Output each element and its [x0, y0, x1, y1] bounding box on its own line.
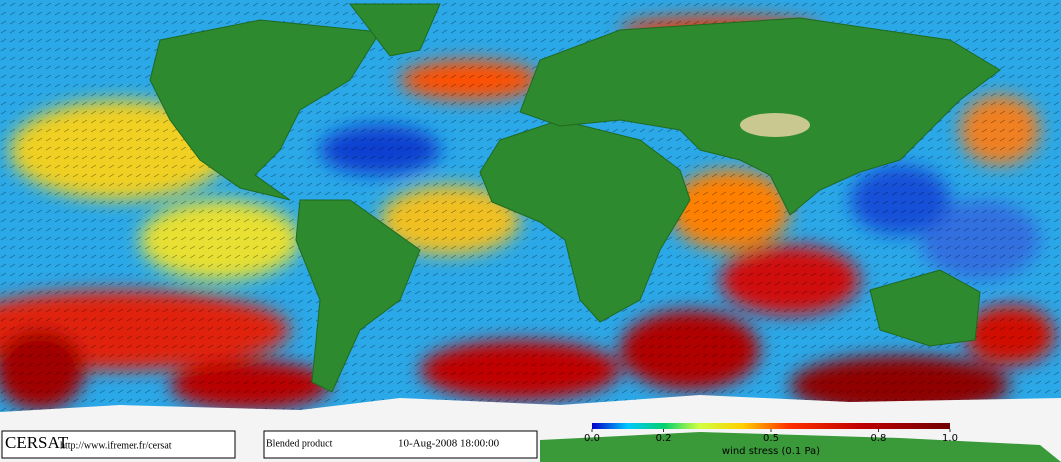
antarctica-land [540, 432, 1061, 462]
timestamp: 10-Aug-2008 18:00:00 [398, 438, 500, 450]
url: http://www.ifremer.fr/cersat [60, 440, 172, 451]
colorbar-ramp [592, 423, 950, 429]
colorbar-tick-label: 1.0 [942, 433, 958, 444]
colorbar-tick-label: 0.8 [870, 433, 886, 444]
product: Blended product [266, 438, 333, 449]
colorbar-tick-label: 0.5 [763, 433, 779, 444]
colorbar: wind stress (0.1 Pa) 0.0 0.2 0.5 0.8 1.0 [584, 423, 958, 457]
info-box [1, 430, 236, 459]
info-box [263, 430, 538, 459]
footer: CERSAT http://www.ifremer.fr/cersat Blen… [1, 430, 538, 459]
land [149, 3, 1001, 393]
colorbar-label: wind stress (0.1 Pa) [722, 446, 820, 457]
colorbar-tick-label: 0.0 [584, 433, 600, 444]
colorbar-tick-label: 0.2 [656, 433, 672, 444]
logo: CERSAT [5, 433, 69, 452]
